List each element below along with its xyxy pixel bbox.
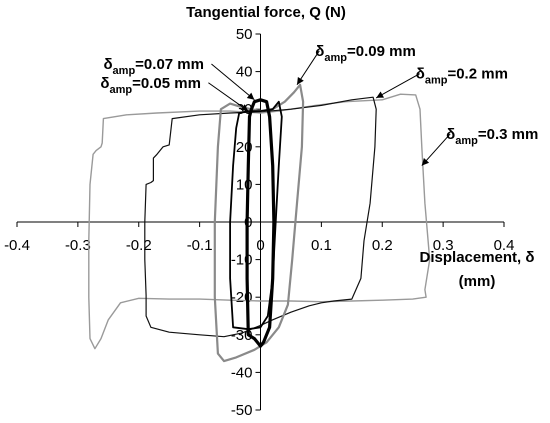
y-axis-title: Tangential force, Q (N) (186, 4, 346, 21)
series-line-2 (144, 96, 377, 338)
annotation-label-2: δamp=0.05 mm (100, 75, 201, 96)
x-axis-title: Displacement, δ (420, 249, 535, 266)
annotation-arrowhead-1 (246, 92, 255, 100)
series-line-3 (213, 83, 305, 363)
y-tick-label: -10 (231, 252, 253, 269)
x-tick-label: 0.2 (372, 237, 393, 254)
x-tick-label: 0.1 (311, 237, 332, 254)
annotation-arrowhead-3 (297, 77, 304, 85)
y-tick-label: -20 (231, 289, 253, 306)
y-tick-label: -50 (231, 402, 253, 419)
annotation-leader-5 (421, 133, 451, 166)
series-layer (88, 83, 431, 363)
y-tick-label: 10 (236, 176, 253, 193)
annotation-label-1: δamp=0.07 mm (103, 56, 204, 77)
y-tick-label: -40 (231, 364, 253, 381)
series-line-5 (229, 100, 283, 331)
annotation-label-3: δamp=0.09 mm (315, 43, 416, 64)
x-tick-label: -0.2 (126, 237, 152, 254)
x-tick-label: 0.4 (494, 237, 515, 254)
y-tick-label: 40 (236, 64, 253, 81)
annotation-arrowhead-4 (376, 91, 384, 98)
x-tick-label: -0.3 (65, 237, 91, 254)
annotation-label-5: δamp=0.3 mm (446, 126, 538, 147)
x-tick-label: 0.3 (433, 237, 454, 254)
x-axis-unit: (mm) (459, 273, 496, 290)
annotation-leader-1 (211, 63, 255, 101)
annotation-arrowhead-2 (240, 104, 249, 112)
x-tick-label: -0.1 (187, 237, 213, 254)
annotation-leader-2 (208, 82, 249, 112)
annotation-leader-4 (375, 73, 420, 99)
annotation-arrowhead-5 (421, 158, 430, 166)
annotation-label-4: δamp=0.2 mm (416, 66, 508, 87)
x-tick-label: 0 (256, 237, 264, 254)
x-tick-label: -0.4 (4, 237, 30, 254)
y-tick-label: 50 (236, 26, 253, 43)
series-line-1 (88, 93, 431, 350)
